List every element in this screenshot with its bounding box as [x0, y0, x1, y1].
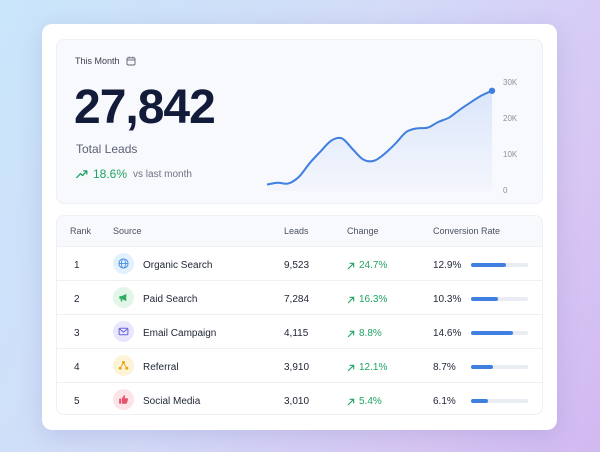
- table-row[interactable]: 4 Referral 3,910 12.1% 8.7%: [57, 349, 542, 383]
- conversion-bar: [471, 297, 528, 301]
- table-row[interactable]: 2 Paid Search 7,284 16.3% 10.3%: [57, 281, 542, 315]
- conversion-bar: [471, 399, 528, 403]
- chart-end-point[interactable]: [488, 87, 496, 94]
- row-change-value: 8.8%: [359, 328, 382, 339]
- y-tick-label: 0: [503, 186, 508, 195]
- row-change-value: 5.4%: [359, 396, 382, 407]
- table-row[interactable]: 5 Social Media 3,010 5.4% 6.1%: [57, 383, 542, 414]
- row-leads: 4,115: [284, 328, 309, 339]
- share-icon: [113, 355, 134, 376]
- y-tick-label: 10K: [503, 150, 518, 159]
- row-rank: 2: [74, 294, 80, 305]
- calendar-icon: [126, 56, 135, 66]
- row-change: 12.1%: [347, 362, 387, 373]
- table-row[interactable]: 3 Email Campaign 4,115 8.8% 14.6%: [57, 315, 542, 349]
- row-change-value: 16.3%: [359, 294, 388, 305]
- row-rank: 3: [74, 328, 80, 339]
- arrow-up-right-icon: [347, 398, 355, 405]
- trend-text: vs last month: [133, 168, 192, 180]
- conversion-bar-fill: [471, 331, 513, 335]
- row-leads: 3,910: [284, 362, 310, 373]
- row-source: Referral: [143, 362, 179, 373]
- sources-table: Rank Source Leads Change Conversion Rate…: [56, 215, 543, 415]
- period-label: This Month: [75, 56, 120, 66]
- period-selector[interactable]: This Month: [75, 56, 136, 66]
- row-rank: 5: [74, 396, 80, 407]
- globe-icon: [113, 253, 134, 274]
- row-conversion: 8.7%: [433, 362, 456, 373]
- y-tick-label: 20K: [503, 114, 518, 123]
- row-source: Email Campaign: [143, 328, 217, 339]
- table-row[interactable]: 1 Organic Search 9,523 24.7% 12.9%: [57, 247, 542, 281]
- header-conversion[interactable]: Conversion Rate: [433, 226, 501, 236]
- row-leads: 3,010: [284, 396, 310, 407]
- row-leads: 7,284: [284, 294, 310, 305]
- y-tick-label: 30K: [503, 78, 518, 87]
- conversion-bar: [471, 331, 528, 335]
- header-source[interactable]: Source: [113, 226, 142, 236]
- table-header: Rank Source Leads Change Conversion Rate: [57, 216, 542, 247]
- row-change: 16.3%: [347, 294, 387, 305]
- row-leads: 9,523: [284, 260, 310, 271]
- total-leads-label: Total Leads: [76, 142, 138, 156]
- header-rank[interactable]: Rank: [70, 226, 92, 236]
- leads-trend-chart: [266, 87, 496, 191]
- thumbs-up-icon: [113, 389, 134, 410]
- header-change[interactable]: Change: [347, 226, 379, 236]
- row-change: 8.8%: [347, 328, 382, 339]
- header-leads[interactable]: Leads: [284, 226, 309, 236]
- chart-area-fill: [267, 90, 492, 191]
- row-source: Social Media: [143, 396, 201, 407]
- trend-up-icon: [76, 170, 88, 179]
- arrow-up-right-icon: [347, 296, 355, 303]
- row-conversion: 10.3%: [433, 294, 462, 305]
- row-change-value: 24.7%: [359, 260, 388, 271]
- conversion-bar: [471, 365, 528, 369]
- conversion-bar-fill: [471, 399, 488, 403]
- arrow-up-right-icon: [347, 330, 355, 337]
- row-conversion: 6.1%: [433, 396, 456, 407]
- row-change: 24.7%: [347, 260, 387, 271]
- chart-series-line: [266, 89, 493, 186]
- trend-summary: 18.6% vs last month: [76, 167, 192, 181]
- megaphone-icon: [113, 287, 134, 308]
- total-leads-value: 27,842: [74, 81, 216, 134]
- summary-card: This Month 27,842 Total Leads 18.6% vs l…: [56, 39, 543, 204]
- conversion-bar-fill: [471, 263, 507, 267]
- arrow-up-right-icon: [347, 364, 355, 371]
- row-source: Organic Search: [143, 260, 213, 271]
- arrow-up-right-icon: [347, 262, 355, 269]
- conversion-bar-fill: [471, 365, 493, 369]
- row-conversion: 12.9%: [433, 260, 462, 271]
- dashboard-panel: This Month 27,842 Total Leads 18.6% vs l…: [42, 24, 557, 430]
- conversion-bar-fill: [471, 297, 499, 301]
- row-source: Paid Search: [143, 294, 198, 305]
- row-conversion: 14.6%: [433, 328, 462, 339]
- mail-icon: [113, 321, 134, 342]
- trend-value: 18.6%: [93, 167, 128, 181]
- row-rank: 4: [74, 362, 80, 373]
- row-rank: 1: [74, 260, 80, 271]
- row-change: 5.4%: [347, 396, 382, 407]
- conversion-bar: [471, 263, 528, 267]
- row-change-value: 12.1%: [359, 362, 388, 373]
